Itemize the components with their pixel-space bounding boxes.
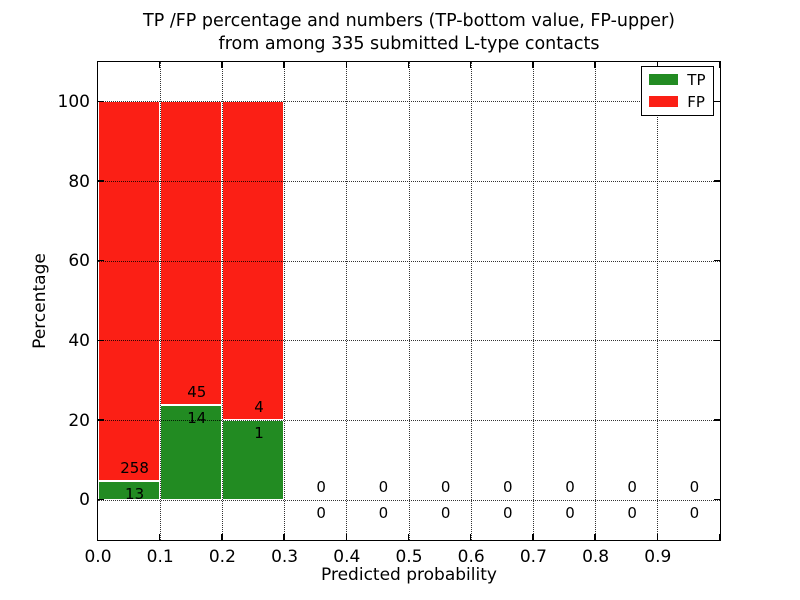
x-tick-mark — [718, 61, 721, 68]
fp-count-label: 0 — [316, 477, 326, 496]
x-axis-label: Predicted probability — [321, 565, 497, 585]
x-tick-label: 0.1 — [146, 547, 174, 567]
y-tick-mark — [713, 339, 720, 342]
fp-count-label: 258 — [120, 458, 149, 477]
x-tick-label: 0.3 — [271, 547, 299, 567]
tp-count-label: 0 — [316, 503, 326, 522]
x-tick-label: 0.4 — [333, 547, 361, 567]
y-tick-mark — [97, 100, 104, 103]
plot-area: TP FP 258 13 45 14 4 1 0 0 0 0 0 0 0 0 0 0 0 0 0 0 — [96, 60, 721, 541]
fp-count-label: 0 — [440, 477, 451, 496]
y-tick-mark — [97, 180, 104, 182]
fp-count-label: 0 — [689, 477, 700, 496]
legend-item-tp: TP — [649, 70, 706, 89]
gridline-vertical — [159, 61, 161, 540]
x-tick-mark — [96, 533, 99, 540]
y-tick-label: 20 — [68, 410, 90, 431]
gridline-vertical — [346, 61, 348, 540]
fp-count-label: 0 — [627, 477, 637, 496]
gridline-vertical — [595, 61, 597, 540]
x-tick-mark — [594, 61, 596, 68]
y-tick-mark — [713, 180, 720, 182]
x-tick-mark — [345, 61, 348, 68]
x-tick-mark — [283, 61, 285, 68]
legend-label-tp: TP — [687, 70, 706, 89]
gridline-vertical — [408, 61, 410, 540]
tp-count-label: 0 — [565, 503, 575, 522]
chart-title: TP /FP percentage and numbers (TP-bottom… — [98, 10, 720, 56]
y-tick-mark — [97, 419, 104, 421]
x-tick-mark — [718, 533, 721, 540]
bar-segment-fp — [97, 101, 160, 481]
legend-label-fp: FP — [687, 92, 705, 111]
x-tick-label: 0.9 — [644, 547, 672, 567]
fp-count-label: 0 — [565, 477, 575, 496]
x-tick-mark — [158, 61, 161, 68]
y-tick-mark — [713, 259, 720, 262]
x-tick-mark — [469, 533, 472, 540]
fp-count-label: 45 — [187, 383, 207, 402]
tp-count-label: 0 — [378, 503, 389, 522]
x-tick-mark — [594, 533, 596, 540]
gridline-vertical — [284, 61, 286, 540]
y-tick-mark — [713, 498, 720, 501]
y-tick-label: 80 — [68, 171, 90, 192]
x-tick-mark — [656, 61, 659, 68]
x-tick-mark — [469, 61, 472, 68]
bar-segment-fp — [159, 101, 222, 406]
legend: TP FP — [641, 65, 714, 116]
x-tick-mark — [532, 533, 534, 540]
y-tick-mark — [713, 100, 720, 103]
x-tick-mark — [345, 533, 348, 540]
x-tick-mark — [656, 533, 659, 540]
x-tick-mark — [221, 533, 223, 540]
gridline-vertical — [221, 61, 223, 540]
gridline-vertical — [532, 61, 534, 540]
tp-count-label: 0 — [689, 503, 700, 522]
tp-count-label: 14 — [187, 409, 207, 428]
tp-count-label: 1 — [254, 424, 264, 442]
bar-segment-tp — [97, 480, 160, 500]
x-tick-mark — [158, 533, 161, 540]
x-tick-label: 0.6 — [457, 547, 485, 567]
x-tick-mark — [283, 533, 285, 540]
y-tick-label: 40 — [68, 330, 90, 351]
tp-count-label: 13 — [125, 484, 145, 503]
y-tick-mark — [97, 259, 104, 262]
x-tick-mark — [96, 61, 99, 68]
x-tick-label: 0.8 — [582, 547, 610, 567]
y-tick-mark — [97, 498, 104, 501]
chart-title-line1: TP /FP percentage and numbers (TP-bottom… — [143, 11, 675, 31]
y-tick-mark — [713, 419, 720, 421]
legend-item-fp: FP — [649, 92, 705, 111]
fp-count-label: 0 — [378, 477, 389, 496]
y-tick-label: 0 — [79, 490, 90, 511]
x-tick-label: 0.7 — [519, 547, 547, 567]
x-tick-mark — [407, 533, 410, 540]
y-tick-label: 60 — [68, 251, 90, 272]
tp-count-label: 0 — [503, 503, 513, 522]
x-tick-mark — [407, 61, 410, 68]
chart-title-line2: from among 335 submitted L-type contacts — [218, 34, 600, 54]
x-tick-label: 0.0 — [84, 547, 112, 567]
gridline-vertical — [657, 61, 659, 540]
legend-swatch-fp — [649, 96, 679, 107]
y-tick-label: 100 — [57, 91, 90, 112]
gridline-vertical — [470, 61, 472, 540]
legend-swatch-tp — [649, 74, 679, 85]
x-tick-label: 0.5 — [395, 547, 423, 567]
x-tick-mark — [532, 61, 534, 68]
x-tick-label: 0.2 — [208, 547, 236, 567]
fp-count-label: 4 — [254, 398, 264, 416]
tp-count-label: 0 — [627, 503, 637, 522]
x-tick-mark — [221, 61, 223, 68]
y-tick-mark — [97, 339, 104, 342]
fp-count-label: 0 — [503, 477, 513, 496]
tp-count-label: 0 — [440, 503, 451, 522]
